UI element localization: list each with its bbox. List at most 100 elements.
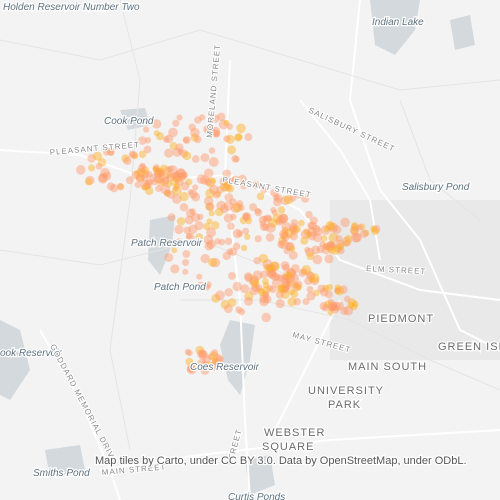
point [282,263,290,272]
point [154,167,164,177]
point [270,206,277,214]
point [268,268,277,278]
point [344,235,353,243]
point [186,233,195,242]
point [274,194,283,203]
point [179,149,189,158]
point [252,180,260,187]
water-label: Patch Reservoir [131,238,203,249]
point [270,261,280,272]
point [214,190,221,197]
point [238,174,247,184]
point [288,250,298,260]
point [265,233,275,242]
point [138,136,147,145]
point [200,361,208,369]
point [325,220,335,231]
water-label: Coes Reservoir [190,362,260,373]
point [305,270,313,278]
point [102,171,112,181]
point [279,274,290,284]
point [307,221,315,229]
point [244,291,254,301]
point [262,286,271,295]
point [164,134,174,144]
point [204,281,212,289]
point [249,203,258,212]
point [98,172,108,183]
point [131,152,139,160]
water-label: Smiths Pond [33,468,90,479]
point [149,173,158,182]
place-label: GREEN ISL [438,341,500,353]
point [203,222,211,231]
point [211,358,222,369]
point [281,221,291,232]
point [205,177,216,188]
point [319,241,326,248]
point [278,213,289,224]
point [211,293,221,303]
point [183,226,191,235]
point [188,189,198,199]
point [326,283,333,291]
point [300,229,311,240]
point [281,280,291,290]
point [191,192,201,202]
point [256,192,265,201]
point [173,174,182,184]
point [185,232,193,240]
point [216,200,226,211]
water-label: ook Reservoir [0,348,62,359]
point [303,228,311,236]
point [103,148,111,156]
point [254,207,261,215]
point [312,232,323,243]
point [347,301,355,309]
point [350,303,358,311]
point [135,173,145,183]
point [210,114,220,124]
point [334,284,341,291]
point [258,288,266,297]
point [261,312,271,323]
point [324,300,332,308]
point [260,187,268,194]
point [261,291,270,300]
point [336,242,345,251]
point [273,274,281,281]
point [187,364,197,373]
point [151,178,158,186]
point [236,123,246,134]
point [311,245,321,255]
point [243,272,253,281]
point [350,226,360,236]
point [163,189,171,197]
point [242,212,250,221]
point [171,194,182,204]
point [263,263,271,271]
point [371,227,380,236]
point [189,208,197,215]
point [177,148,184,155]
point [360,229,369,238]
point [334,287,341,294]
point [327,298,334,305]
point [277,206,286,214]
point [97,158,107,167]
point [282,271,293,281]
point [240,284,250,294]
point [347,298,357,307]
point [156,178,166,187]
point [205,125,215,135]
point [248,275,259,286]
point [136,174,144,183]
point [167,213,176,222]
point [295,192,302,199]
point [276,285,285,294]
point [131,170,141,180]
point [207,353,215,360]
point [203,234,214,245]
point [288,194,297,202]
point [266,284,274,292]
